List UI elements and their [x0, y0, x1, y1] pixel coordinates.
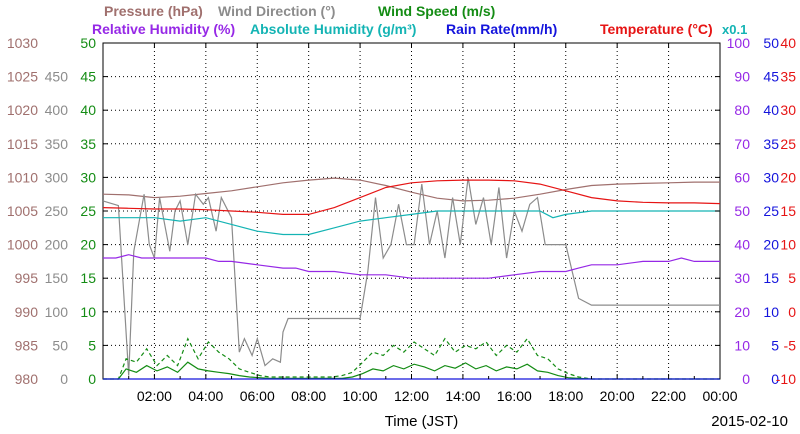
y-tick-label-wind-direction: 300 [45, 169, 69, 185]
series-line-relative-humidity [103, 254, 720, 279]
x-axis-title: Time (JST) [385, 413, 459, 430]
y-tick-label-temperature: 35 [780, 69, 796, 85]
y-tick-label-relative-humidity: 90 [734, 69, 750, 85]
x-axis: 02:00 04:00 06:00 08:00 10:00 12:00 14:00 16:00… [103, 43, 738, 404]
y-tick-label-temperature: 5 [788, 270, 796, 286]
y-tick-label-wind-speed: 15 [80, 270, 96, 286]
y-tick-label-pressure: 985 [15, 337, 39, 353]
y-tick-label-pressure: 990 [15, 304, 39, 320]
x-tick-label: 12:00 [394, 388, 429, 404]
y-tick-label-rain-rate: 45 [763, 69, 779, 85]
series-line-absolute-humidity-g-m [103, 210, 720, 236]
y-tick-label-relative-humidity: 80 [734, 102, 750, 118]
x-tick-label: 20:00 [600, 388, 635, 404]
y-tick-label-temperature: 40 [780, 35, 796, 51]
series-line-pressure-hpa [102, 177, 720, 202]
y-tick-label-relative-humidity: 70 [734, 136, 750, 152]
y-tick-label-wind-speed: 25 [80, 203, 96, 219]
legend-temperature: Temperature (°C) [600, 21, 713, 37]
y-tick-label-pressure: 1000 [7, 237, 38, 253]
y-tick-label-pressure: 1020 [7, 102, 38, 118]
x-tick-label: 14:00 [445, 388, 480, 404]
y-tick-label-rain-rate: 35 [763, 136, 779, 152]
y-tick-label-pressure: 1005 [7, 203, 38, 219]
y-tick-label-temperature: 20 [780, 169, 796, 185]
y-tick-label-relative-humidity: 60 [734, 169, 750, 185]
legend-absolute-humidity: Absolute Humidity (g/m³) [250, 21, 416, 37]
y-tick-label-rain-rate: 40 [763, 102, 779, 118]
series-line-wind-speed-m-s-gust [103, 337, 720, 380]
legend-wind-direction: Wind Direction (°) [218, 3, 335, 19]
y-tick-label-relative-humidity: 100 [727, 35, 751, 51]
legend-relative-humidity: Relative Humidity (%) [92, 21, 235, 37]
series-line-wind-direction [102, 177, 720, 376]
series-line-temperature-c [102, 179, 721, 215]
y-tick-label-wind-direction: 0 [60, 371, 68, 387]
y-tick-label-temperature: -5 [784, 337, 797, 353]
y-tick-label-temperature: 0 [788, 304, 796, 320]
series-line-wind-speed-m-s [103, 361, 720, 380]
y-tick-label-wind-direction: 400 [45, 102, 69, 118]
y-tick-label-temperature: 25 [780, 136, 796, 152]
y-tick-label-wind-speed: 0 [88, 371, 96, 387]
y-tick-label-temperature: -10 [776, 371, 796, 387]
y-tick-label-wind-speed: 5 [88, 337, 96, 353]
y-tick-label-rain-rate: 15 [763, 270, 779, 286]
y-tick-label-rain-rate: 30 [763, 169, 779, 185]
y-tick-label-wind-speed: 40 [80, 102, 96, 118]
y-tick-label-rain-rate: 0 [771, 371, 779, 387]
y-tick-label-wind-direction: 450 [45, 69, 69, 85]
x-tick-label: 04:00 [188, 388, 223, 404]
y-tick-label-temperature: 30 [780, 102, 796, 118]
y-tick-label-wind-speed: 45 [80, 69, 96, 85]
y-tick-label-relative-humidity: 40 [734, 237, 750, 253]
y-tick-label-rain-rate: 25 [763, 203, 779, 219]
y-tick-label-relative-humidity: 10 [734, 337, 750, 353]
y-tick-label-rain-rate: 50 [763, 35, 779, 51]
y-tick-label-wind-direction: 50 [52, 337, 68, 353]
y-tick-label-pressure: 1030 [7, 35, 38, 51]
y-axis-labels: 1030102510201015101010051000995990985980… [7, 35, 796, 387]
y-tick-label-pressure: 995 [15, 270, 39, 286]
x-tick-label: 06:00 [240, 388, 275, 404]
y-tick-label-wind-direction: 350 [45, 136, 69, 152]
x-tick-label: 22:00 [651, 388, 686, 404]
y-tick-label-wind-speed: 50 [80, 35, 96, 51]
y-tick-label-wind-speed: 10 [80, 304, 96, 320]
y-tick-label-wind-speed: 30 [80, 169, 96, 185]
y-tick-label-wind-speed: 20 [80, 237, 96, 253]
y-tick-label-rain-rate: 5 [771, 337, 779, 353]
y-tick-label-pressure: 980 [15, 371, 39, 387]
x-tick-label: 00:00 [702, 388, 737, 404]
y-tick-label-wind-direction: 100 [45, 304, 69, 320]
date-label: 2015-02-10 [711, 413, 788, 430]
legend-rain-rate: Rain Rate(mm/h) [446, 21, 557, 37]
y-tick-label-wind-speed: 35 [80, 136, 96, 152]
y-tick-label-wind-direction: 250 [45, 203, 69, 219]
x-tick-label: 16:00 [497, 388, 532, 404]
y-tick-label-temperature: 15 [780, 203, 796, 219]
x-tick-label: 08:00 [291, 388, 326, 404]
x-tick-label: 18:00 [548, 388, 583, 404]
x-tick-label: 10:00 [343, 388, 378, 404]
legend-pressure: Pressure (hPa) [104, 3, 203, 19]
legend-wind-speed: Wind Speed (m/s) [378, 3, 495, 19]
y-tick-label-wind-direction: 150 [45, 270, 69, 286]
y-tick-label-relative-humidity: 20 [734, 304, 750, 320]
y-tick-label-relative-humidity: 50 [734, 203, 750, 219]
y-tick-label-pressure: 1010 [7, 169, 38, 185]
y-tick-label-relative-humidity: 30 [734, 270, 750, 286]
y-tick-label-pressure: 1025 [7, 69, 38, 85]
y-tick-label-pressure: 1015 [7, 136, 38, 152]
y-tick-label-relative-humidity: 0 [742, 371, 750, 387]
y-tick-label-rain-rate: 10 [763, 304, 779, 320]
y-tick-label-temperature: 10 [780, 237, 796, 253]
x-tick-label: 02:00 [137, 388, 172, 404]
y-tick-label-rain-rate: 20 [763, 237, 779, 253]
legend-abs-humidity-note: x0.1 [722, 22, 747, 37]
legend: Pressure (hPa) Wind Direction (°) Wind Spe… [92, 3, 747, 37]
y-tick-label-wind-direction: 200 [45, 237, 69, 253]
